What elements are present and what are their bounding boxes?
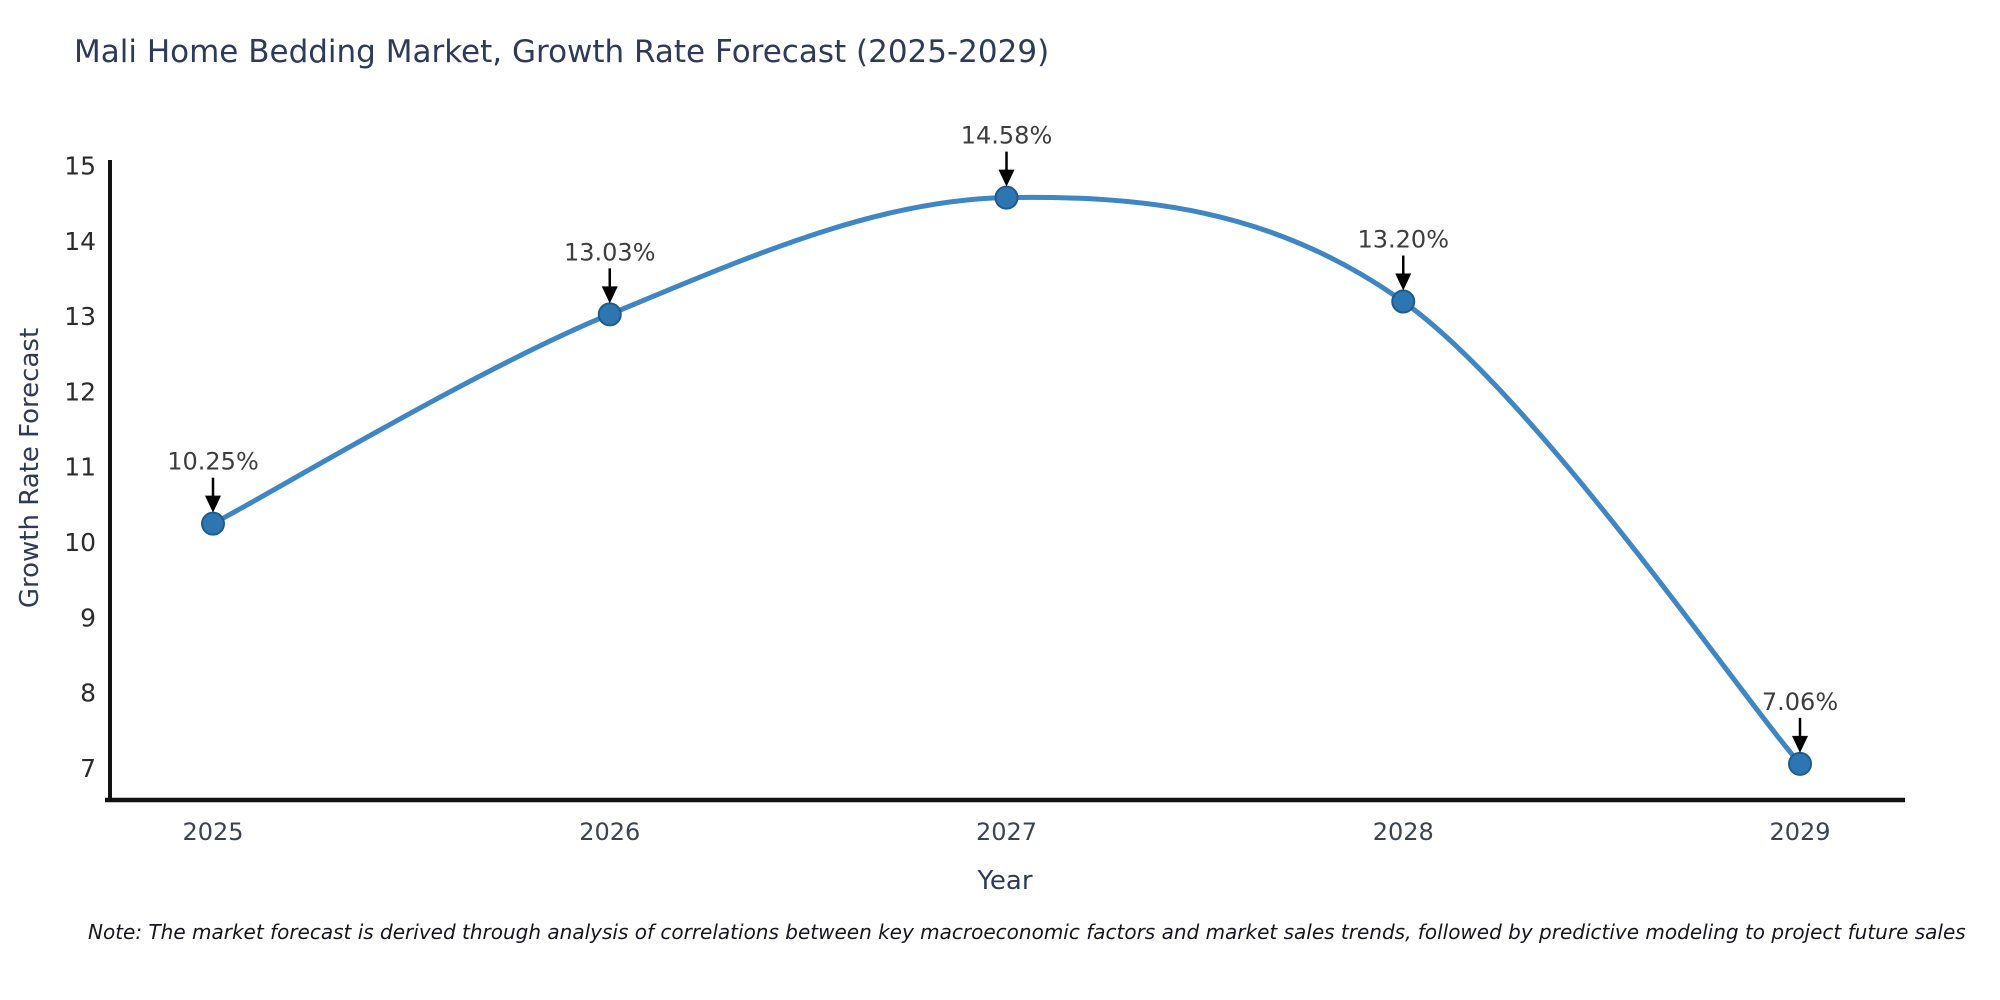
y-tick-label: 15	[64, 152, 96, 181]
y-tick-label: 10	[64, 528, 96, 557]
y-tick-label: 11	[64, 453, 96, 482]
annotation-arrow-icon	[998, 169, 1015, 187]
x-axis-title: Year	[977, 866, 1033, 896]
y-axis-title: Growth Rate Forecast	[15, 327, 45, 609]
x-tick-label: 2029	[1769, 818, 1830, 846]
y-tick-label: 8	[80, 679, 96, 708]
x-tick-label: 2026	[579, 818, 640, 846]
x-tick-label: 2025	[182, 818, 243, 846]
x-tick-label: 2028	[1373, 818, 1434, 846]
data-point	[994, 185, 1019, 210]
data-point	[201, 511, 225, 536]
annotation-arrow-icon	[1395, 273, 1412, 291]
annotation-arrow-icon	[1792, 735, 1808, 753]
y-tick-label: 13	[64, 302, 96, 331]
point-label: 13.20%	[1357, 226, 1449, 254]
data-point	[1788, 751, 1812, 776]
y-tick-label: 9	[80, 603, 96, 632]
y-tick-label: 14	[64, 227, 96, 256]
chart-title: Mali Home Bedding Market, Growth Rate Fo…	[74, 34, 1050, 70]
y-tick-label: 12	[64, 377, 96, 406]
x-tick-label: 2027	[976, 818, 1037, 846]
point-label: 10.25%	[167, 448, 259, 476]
annotation-arrow-icon	[205, 495, 221, 513]
point-label: 14.58%	[961, 122, 1053, 150]
data-point	[597, 302, 622, 327]
point-label: 7.06%	[1762, 688, 1838, 716]
footnote: Note: The market forecast is derived thr…	[88, 920, 1966, 944]
y-tick-label: 7	[80, 754, 96, 783]
forecast-line	[210, 194, 1803, 767]
annotation-arrow-icon	[601, 286, 618, 304]
data-point	[1391, 289, 1416, 314]
point-label: 13.03%	[564, 238, 656, 266]
